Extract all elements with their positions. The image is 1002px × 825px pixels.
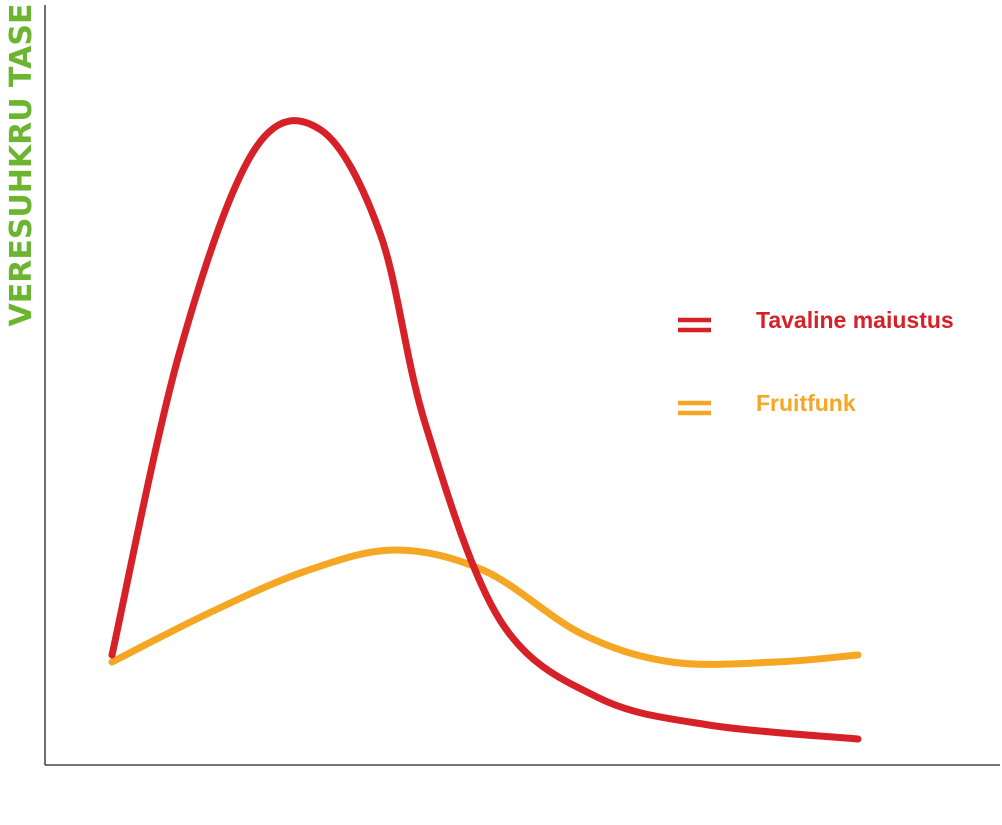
legend-item: Fruitfunk — [678, 390, 856, 416]
legend-item: Tavaline maiustus — [678, 307, 954, 333]
legend-label: Tavaline maiustus — [756, 307, 954, 333]
axes — [44, 5, 1000, 766]
legend-label: Fruitfunk — [756, 390, 856, 416]
legend: Tavaline maiustus Fruitfunk — [678, 307, 954, 416]
series-layer — [108, 117, 862, 743]
series-line-tavaline-maiustus — [108, 117, 862, 743]
y-axis-label: VERESUHKRU TASE — [4, 4, 39, 327]
series-line-fruitfunk — [108, 546, 862, 668]
